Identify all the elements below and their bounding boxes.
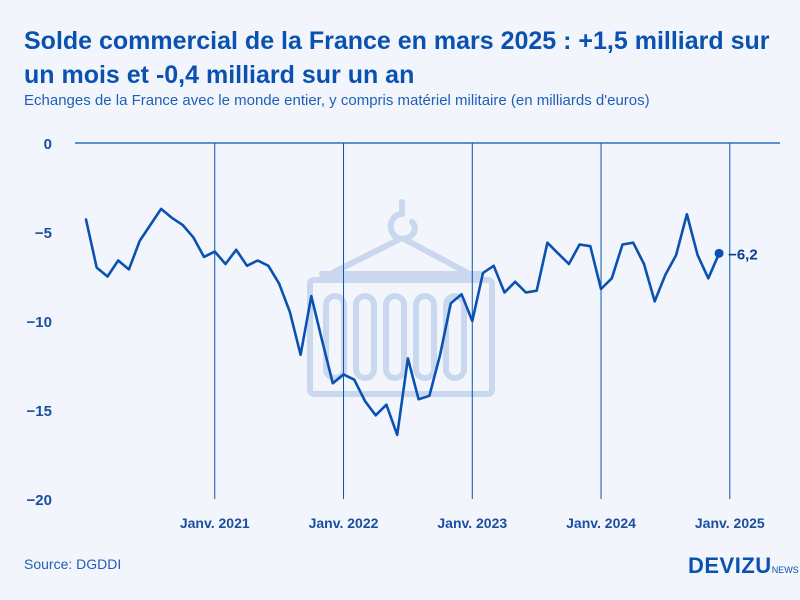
brand-name: DEVIZU bbox=[688, 553, 772, 578]
series: −6,2 bbox=[84, 207, 758, 437]
x-tick-label: Janv. 2024 bbox=[566, 515, 636, 531]
x-tick-label: Janv. 2023 bbox=[437, 515, 507, 531]
brand-logo[interactable]: DEVIZUNEWS bbox=[688, 553, 799, 579]
y-tick-label: −20 bbox=[27, 492, 52, 509]
container-hook-icon bbox=[307, 199, 495, 397]
last-point-marker bbox=[714, 248, 724, 258]
y-tick-label: −5 bbox=[35, 225, 52, 242]
x-tick-label: Janv. 2021 bbox=[180, 515, 250, 531]
axes: 0 −5 −10 −15 −20 Janv. 2021 Janv. 2022 Janv. 20… bbox=[27, 136, 780, 531]
source-note: Source: DGDDI bbox=[24, 556, 122, 572]
series-line bbox=[84, 207, 721, 437]
last-point-label: −6,2 bbox=[728, 246, 758, 263]
brand-suffix: NEWS bbox=[771, 565, 799, 575]
y-tick-label: −15 bbox=[27, 403, 52, 420]
x-tick-label: Janv. 2025 bbox=[695, 515, 765, 531]
chart-title: Solde commercial de la France en mars 20… bbox=[24, 27, 770, 89]
gridlines bbox=[214, 143, 731, 499]
y-tick-label: −10 bbox=[27, 314, 52, 331]
x-tick-label: Janv. 2022 bbox=[309, 515, 379, 531]
chart-subtitle: Echanges de la France avec le monde enti… bbox=[24, 92, 650, 109]
y-tick-label: 0 bbox=[44, 136, 52, 153]
